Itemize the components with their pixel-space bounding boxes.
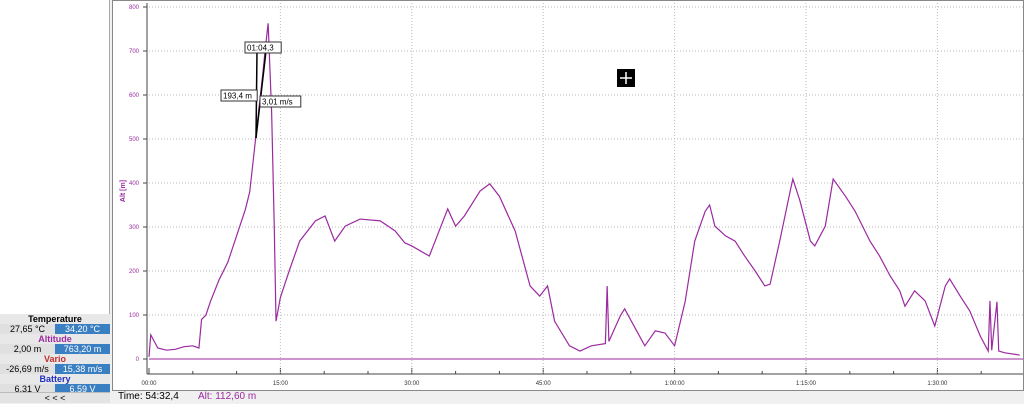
x-tick-label: 30:00 [404,381,420,387]
chart-svg[interactable]: 0 100 200 300 400 500 600 700 800 00:00 15:00 30:00… [113,1,1024,390]
sensor-max: 34,20 °C [55,324,110,334]
status-bar: Time: 54:32,4 Alt: 112,60 m [112,391,1024,403]
crosshair-cursor-icon [620,72,632,84]
y-tick-label: 400 [129,181,140,187]
altitude-chart[interactable]: 0 100 200 300 400 500 600 700 800 00:00 15:00 30:00… [112,0,1024,391]
y-tick-label: 600 [129,93,140,99]
collapse-panel-button[interactable]: < < < [0,392,110,403]
sensor-battery: Battery 6,31 V 6,59 V [0,374,110,394]
status-time: Time: 54:32,4 [118,391,179,402]
y-tick-label: 200 [129,269,140,275]
sensor-title: Temperature [0,314,110,324]
annotation-box [244,41,282,54]
sensor-max: 6,59 V [55,384,110,394]
x-tick-label: 15:00 [273,381,289,387]
sensor-min: 2,00 m [0,344,55,354]
sensor-panel: Temperature 27,65 °C 34,20 °C Altitude 2,0… [0,0,110,403]
y-tick-label: 500 [129,137,140,143]
y-tick-label: 800 [129,5,140,11]
x-tick-label: 45:00 [536,381,552,387]
annotation-label: 193,4 m [223,92,252,101]
sensor-max: 763,20 m [55,344,110,354]
y-tick-label: 0 [136,357,140,363]
x-tick-label: 1:30:00 [927,381,948,387]
status-altitude: Alt: 112,60 m [198,391,257,402]
y-tick-label: 100 [129,313,140,319]
y-tick-label: 700 [129,49,140,55]
y-tick-label: 300 [129,225,140,231]
sensor-title: Altitude [0,334,110,344]
x-tick-label: 00:00 [141,381,157,387]
sensor-altitude: Altitude 2,00 m 763,20 m [0,334,110,354]
sensor-max: 15,38 m/s [55,364,110,374]
annotation-box [220,89,258,102]
sensor-title: Battery [0,374,110,384]
sensor-min: -26,69 m/s [0,364,55,374]
y-axis-label: Alt [m] [120,180,127,202]
sensor-vario: Vario -26,69 m/s 15,38 m/s [0,354,110,374]
sensor-temperature: Temperature 27,65 °C 34,20 °C [0,314,110,334]
measure-line [255,50,267,139]
altitude-series-line [148,23,1020,357]
sensor-min: 6,31 V [0,384,55,394]
annotation-box [259,95,302,108]
x-tick-label: 1:00:00 [665,381,686,387]
annotation-label: 3,01 m/s [262,98,293,107]
sensor-title: Vario [0,354,110,364]
annotation-label: 01:04,3 [247,44,274,53]
sensor-min: 27,65 °C [0,324,55,334]
x-tick-label: 1:15:00 [796,381,817,387]
